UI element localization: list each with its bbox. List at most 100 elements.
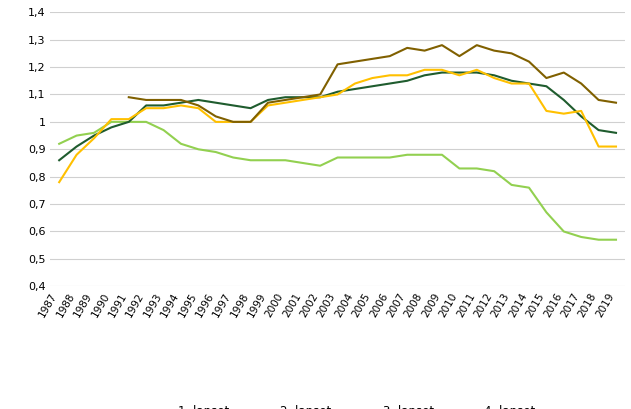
- 2. lapset: [369, 84, 376, 89]
- 2. lapset: [386, 81, 394, 86]
- 3. lapset: [194, 106, 202, 110]
- 1. lapset: [334, 155, 341, 160]
- 3. lapset: [247, 119, 254, 124]
- 3. lapset: [386, 73, 394, 78]
- 4. lapset: [473, 43, 481, 47]
- Legend: 1. lapset, 2. lapset, 3. lapset, 4. lapset: 1. lapset, 2. lapset, 3. lapset, 4. laps…: [135, 400, 540, 409]
- 1. lapset: [577, 234, 585, 239]
- 4. lapset: [508, 51, 516, 56]
- 1. lapset: [194, 147, 202, 152]
- 2. lapset: [177, 100, 185, 105]
- Line: 4. lapset: 4. lapset: [129, 45, 616, 122]
- 2. lapset: [525, 81, 533, 86]
- 4. lapset: [264, 100, 272, 105]
- 3. lapset: [125, 117, 133, 121]
- 1. lapset: [299, 160, 307, 165]
- 3. lapset: [281, 100, 289, 105]
- 3. lapset: [612, 144, 620, 149]
- 1. lapset: [525, 185, 533, 190]
- 4. lapset: [438, 43, 445, 47]
- Line: 1. lapset: 1. lapset: [59, 122, 616, 240]
- 2. lapset: [299, 95, 307, 100]
- 4. lapset: [177, 97, 185, 102]
- 4. lapset: [543, 76, 550, 81]
- 4. lapset: [351, 59, 359, 64]
- 3. lapset: [299, 97, 307, 102]
- 2. lapset: [351, 87, 359, 92]
- 1. lapset: [125, 119, 133, 124]
- 3. lapset: [316, 95, 324, 100]
- 3. lapset: [543, 108, 550, 113]
- 4. lapset: [143, 97, 150, 102]
- 4. lapset: [403, 45, 411, 50]
- 1. lapset: [490, 169, 498, 174]
- 1. lapset: [160, 128, 167, 133]
- 3. lapset: [230, 119, 237, 124]
- 3. lapset: [369, 76, 376, 81]
- 2. lapset: [247, 106, 254, 110]
- 2. lapset: [543, 84, 550, 89]
- 1. lapset: [281, 158, 289, 163]
- 1. lapset: [369, 155, 376, 160]
- 2. lapset: [473, 70, 481, 75]
- 2. lapset: [143, 103, 150, 108]
- 3. lapset: [143, 106, 150, 110]
- 2. lapset: [56, 158, 63, 163]
- 2. lapset: [108, 125, 115, 130]
- 2. lapset: [281, 95, 289, 100]
- 4. lapset: [194, 103, 202, 108]
- 1. lapset: [508, 182, 516, 187]
- 4. lapset: [247, 119, 254, 124]
- 2. lapset: [194, 97, 202, 102]
- 4. lapset: [125, 95, 133, 100]
- 2. lapset: [90, 133, 98, 138]
- 2. lapset: [508, 79, 516, 83]
- 3. lapset: [403, 73, 411, 78]
- 3. lapset: [90, 136, 98, 141]
- 2. lapset: [456, 70, 463, 75]
- 4. lapset: [560, 70, 567, 75]
- 1. lapset: [177, 142, 185, 146]
- 3. lapset: [212, 119, 220, 124]
- 3. lapset: [456, 73, 463, 78]
- 4. lapset: [386, 54, 394, 58]
- 1. lapset: [143, 119, 150, 124]
- 4. lapset: [281, 97, 289, 102]
- 1. lapset: [351, 155, 359, 160]
- 1. lapset: [403, 152, 411, 157]
- 4. lapset: [299, 95, 307, 100]
- 1. lapset: [230, 155, 237, 160]
- 3. lapset: [264, 103, 272, 108]
- 4. lapset: [612, 100, 620, 105]
- 3. lapset: [525, 81, 533, 86]
- 4. lapset: [525, 59, 533, 64]
- 3. lapset: [595, 144, 603, 149]
- 3. lapset: [334, 92, 341, 97]
- 2. lapset: [264, 97, 272, 102]
- 1. lapset: [56, 142, 63, 146]
- 4. lapset: [577, 81, 585, 86]
- 4. lapset: [334, 62, 341, 67]
- 1. lapset: [316, 163, 324, 168]
- 1. lapset: [386, 155, 394, 160]
- Line: 2. lapset: 2. lapset: [59, 72, 616, 160]
- 1. lapset: [421, 152, 428, 157]
- 1. lapset: [264, 158, 272, 163]
- 3. lapset: [560, 111, 567, 116]
- 1. lapset: [438, 152, 445, 157]
- 4. lapset: [160, 97, 167, 102]
- 4. lapset: [456, 54, 463, 58]
- 1. lapset: [612, 237, 620, 242]
- 3. lapset: [577, 108, 585, 113]
- 2. lapset: [316, 95, 324, 100]
- 3. lapset: [490, 76, 498, 81]
- 3. lapset: [73, 152, 80, 157]
- 3. lapset: [160, 106, 167, 110]
- 2. lapset: [595, 128, 603, 133]
- 3. lapset: [108, 117, 115, 121]
- 1. lapset: [543, 210, 550, 215]
- 2. lapset: [438, 70, 445, 75]
- 4. lapset: [369, 56, 376, 61]
- 4. lapset: [212, 114, 220, 119]
- 2. lapset: [612, 130, 620, 135]
